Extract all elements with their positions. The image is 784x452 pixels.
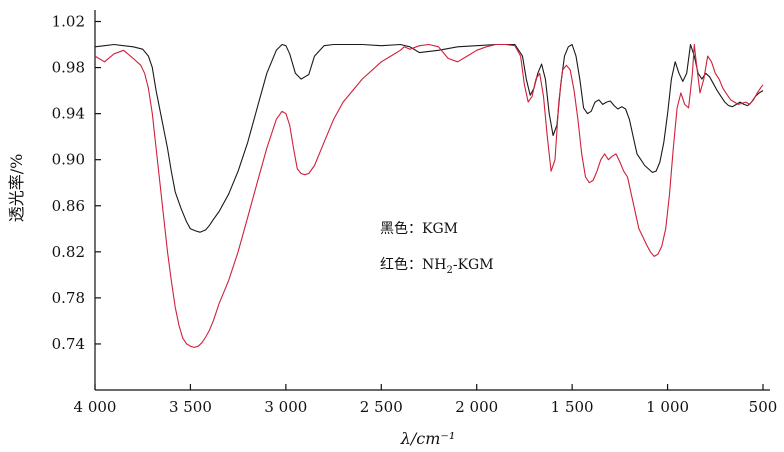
y-tick-label-7: 0.74 xyxy=(52,335,85,353)
legend-entry-nh2-kgm-suffix: -KGM xyxy=(453,257,494,273)
legend-entry-kgm-text: KGM xyxy=(422,221,458,237)
x-tick-label-6: 1 000 xyxy=(646,398,689,416)
x-tick-label-5: 1 500 xyxy=(551,398,594,416)
series-line-kgm xyxy=(94,43,764,233)
y-tick-label-2: 0.94 xyxy=(52,105,85,123)
x-tick-label-0: 4 000 xyxy=(74,398,117,416)
legend-entry-nh2-kgm-prefix: 红色： xyxy=(380,256,422,273)
legend: 黑色：KGM 红色：NH2-KGM xyxy=(380,220,494,276)
y-tick-label-5: 0.82 xyxy=(52,243,85,261)
x-tick-label-2: 3 000 xyxy=(264,398,307,416)
legend-entry-nh2-kgm-sub: 2 xyxy=(446,265,452,276)
series-line-nh2-kgm xyxy=(94,43,764,348)
y-tick-label-4: 0.86 xyxy=(52,197,85,215)
x-tick-label-3: 2 500 xyxy=(360,398,403,416)
y-tick-label-6: 0.78 xyxy=(52,289,85,307)
legend-entry-nh2-kgm: 红色：NH2-KGM xyxy=(380,256,494,276)
y-axis-label: 透光率/% xyxy=(7,154,26,223)
axes: 1.02 0.98 0.94 0.90 0.86 0.82 0.78 0.74 4 000 3 … xyxy=(52,10,778,416)
y-tick-label-3: 0.90 xyxy=(52,151,85,169)
y-ticks: 1.02 0.98 0.94 0.90 0.86 0.82 0.78 0.74 xyxy=(52,13,101,353)
y-tick-label-0: 1.02 xyxy=(52,13,85,31)
series-layer xyxy=(94,43,764,348)
x-tick-label-1: 3 500 xyxy=(169,398,212,416)
x-axis-label: λ/cm⁻¹ xyxy=(400,429,456,448)
y-tick-label-1: 0.98 xyxy=(52,59,85,77)
x-tick-label-4: 2 000 xyxy=(455,398,498,416)
legend-entry-kgm: 黑色：KGM xyxy=(380,220,458,237)
x-tick-label-7: 500 xyxy=(749,398,778,416)
x-ticks: 4 000 3 500 3 000 2 500 2 000 1 500 1 000 500 xyxy=(74,384,778,416)
legend-entry-kgm-prefix: 黑色： xyxy=(380,220,422,237)
legend-entry-nh2-kgm-text: NH xyxy=(422,257,446,273)
